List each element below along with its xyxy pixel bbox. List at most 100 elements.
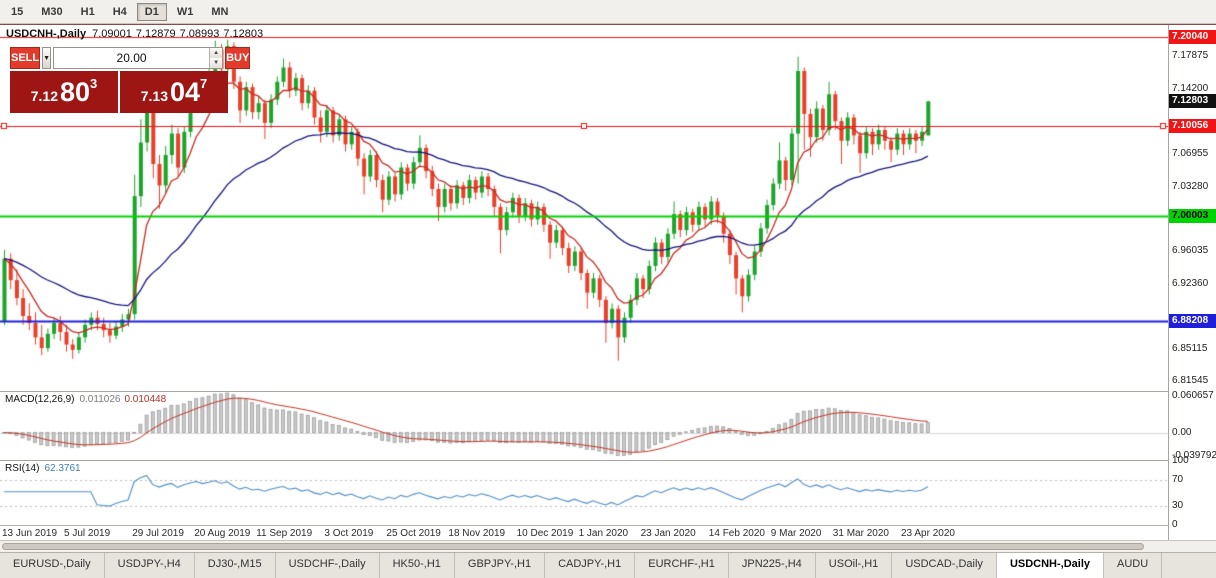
chart-tab-EURCHF-H1[interactable]: EURCHF-,H1 xyxy=(635,553,729,578)
time-axis-label: 11 Sep 2019 xyxy=(256,528,313,539)
current-price-tag: 7.12803 xyxy=(1169,94,1216,109)
chart-tab-GBPJPY-H1[interactable]: GBPJPY-,H1 xyxy=(455,553,546,578)
macd-main-value: 0.011026 xyxy=(79,394,121,405)
spin-down-icon[interactable]: ▼ xyxy=(210,58,223,68)
period-toolbar: 15 M30 H1 H4 D1 W1 MN xyxy=(0,0,1216,24)
macd-signal-value: 0.010448 xyxy=(124,394,167,405)
time-axis-label: 5 Jul 2019 xyxy=(64,528,111,539)
price-axis-label: 7.17875 xyxy=(1172,50,1209,62)
close-value: 7.12803 xyxy=(223,28,264,40)
scrollbar-thumb[interactable] xyxy=(2,543,1144,550)
price-axis-label: 7.06955 xyxy=(1172,147,1209,159)
time-axis-label: 25 Oct 2019 xyxy=(386,528,441,539)
volume-input[interactable] xyxy=(54,48,210,68)
pane-separator[interactable] xyxy=(0,460,1216,461)
rsi-title: RSI(14) 62.3761 xyxy=(5,463,81,474)
price-axis-label: 6.81545 xyxy=(1172,374,1209,386)
chart-tab-JPN225-H4[interactable]: JPN225-,H4 xyxy=(729,553,816,578)
symbol-period-label: USDCNH-,Daily xyxy=(6,28,87,40)
buy-price-box[interactable]: 7.13 04 7 xyxy=(120,71,228,113)
trade-panel-prices: 7.12 80 3 7.13 04 7 xyxy=(10,71,228,113)
caret-down-icon: ▼ xyxy=(43,54,51,62)
rsi-label: RSI(14) xyxy=(5,463,40,474)
macd-axis-label: 0.060657 xyxy=(1172,390,1214,402)
rsi-axis-label: 100 xyxy=(1172,455,1189,466)
timeframe-button-H4[interactable]: H4 xyxy=(105,3,135,21)
time-axis-label: 29 Jul 2019 xyxy=(132,528,184,539)
horizontal-scrollbar[interactable] xyxy=(0,540,1216,552)
rsi-indicator-pane[interactable] xyxy=(0,461,1168,525)
time-axis-label: 10 Dec 2019 xyxy=(516,528,574,539)
time-axis-label: 23 Apr 2020 xyxy=(901,528,955,539)
chart-tab-USDCAD-Daily[interactable]: USDCAD-,Daily xyxy=(892,553,997,578)
price-axis-label: 7.03280 xyxy=(1172,180,1209,192)
time-axis-label: 1 Jan 2020 xyxy=(578,528,629,539)
spin-up-icon[interactable]: ▲ xyxy=(210,48,223,58)
rsi-axis-label: 30 xyxy=(1172,499,1184,511)
price-axis-label: 6.85115 xyxy=(1172,342,1208,354)
price-axis-label: 7.14200 xyxy=(1172,82,1209,94)
rsi-value: 62.3761 xyxy=(44,463,81,474)
rsi-axis-label: 0 xyxy=(1172,519,1178,530)
timeframe-button-H1[interactable]: H1 xyxy=(73,3,103,21)
time-axis[interactable]: 13 Jun 2019 5 Jul 2019 29 Jul 2019 20 Aug 2… xyxy=(0,525,1168,541)
timeframe-button-D1[interactable]: D1 xyxy=(136,2,167,21)
sell-price-pips: 80 xyxy=(59,76,91,107)
time-axis-label: 9 Mar 2020 xyxy=(770,528,822,539)
chart-tab-USDCHF-Daily[interactable]: USDCHF-,Daily xyxy=(276,553,380,578)
rsi-axis-label: 70 xyxy=(1172,474,1184,486)
timeframe-button-M30[interactable]: M30 xyxy=(33,3,70,21)
price-axis-label: 6.96035 xyxy=(1172,245,1209,257)
time-axis-label: 3 Oct 2019 xyxy=(324,528,374,539)
chart-tab-bar: EURUSD-,Daily USDJPY-,H4 DJ30-,M15 USDCHF-,… xyxy=(0,552,1216,578)
sell-price-base: 7.12 xyxy=(30,88,58,104)
macd-indicator-pane[interactable] xyxy=(0,392,1168,460)
time-axis-label: 14 Feb 2020 xyxy=(708,528,765,539)
sell-button[interactable]: SELL xyxy=(10,47,41,69)
price-line-tag: 7.00003 xyxy=(1169,208,1216,223)
buy-price-base: 7.13 xyxy=(140,88,168,104)
volume-spinner: ▲ ▼ xyxy=(209,48,223,68)
chart-tab-USDJPY-H4[interactable]: USDJPY-,H4 xyxy=(105,553,195,578)
time-axis-label: 18 Nov 2019 xyxy=(448,528,506,539)
time-axis-label: 20 Aug 2019 xyxy=(194,528,251,539)
pane-separator[interactable] xyxy=(0,391,1216,392)
time-axis-label: 31 Mar 2020 xyxy=(832,528,889,539)
buy-price-pips: 04 xyxy=(169,76,201,107)
macd-axis-label: 0.00 xyxy=(1172,426,1192,438)
chart-window[interactable]: USDCNH-,Daily 7.09001 7.12879 7.08993 7.1280… xyxy=(0,24,1216,541)
chart-tab-CADJPY-H1[interactable]: CADJPY-,H1 xyxy=(545,553,636,578)
volume-field-wrap: ▲ ▼ xyxy=(53,47,224,69)
price-axis-label: 6.92360 xyxy=(1172,278,1209,290)
macd-title: MACD(12,26,9) 0.011026 0.010448 xyxy=(5,394,166,405)
price-line-tag: 7.20040 xyxy=(1169,29,1216,44)
sell-price-box[interactable]: 7.12 80 3 xyxy=(10,71,118,113)
ohlc-info-line: USDCNH-,Daily 7.09001 7.12879 7.08993 7.1280… xyxy=(6,28,267,40)
chart-tab-DJ30-M15[interactable]: DJ30-,M15 xyxy=(195,553,276,578)
macd-axis-label: -0.039792 xyxy=(1172,450,1216,462)
time-axis-label: 23 Jan 2020 xyxy=(640,528,696,539)
chart-tab-USOil-H1[interactable]: USOil-,H1 xyxy=(816,553,893,578)
chart-tab-EURUSD-Daily[interactable]: EURUSD-,Daily xyxy=(0,553,105,578)
macd-label: MACD(12,26,9) xyxy=(5,394,75,405)
open-value: 7.09001 xyxy=(92,28,132,40)
sell-price-point: 3 xyxy=(90,76,98,91)
price-line-tag: 6.88208 xyxy=(1169,314,1216,329)
low-value: 7.08993 xyxy=(179,28,220,40)
price-line-tag: 7.10056 xyxy=(1169,118,1216,133)
timeframe-button-15[interactable]: 15 xyxy=(3,3,31,21)
timeframe-button-MN[interactable]: MN xyxy=(203,3,236,21)
trade-panel-controls: SELL ▼ ▲ ▼ BUY xyxy=(10,47,251,69)
time-axis-label: 13 Jun 2019 xyxy=(2,528,58,539)
price-axis[interactable]: 7.17875 7.14200 7.06955 7.03280 6.96035 6.923… xyxy=(1168,25,1216,541)
buy-button[interactable]: BUY xyxy=(225,47,251,69)
timeframe-button-W1[interactable]: W1 xyxy=(169,3,202,21)
chart-tab-HK50-H1[interactable]: HK50-,H1 xyxy=(380,553,455,578)
chart-tab-USDCNH-Daily[interactable]: USDCNH-,Daily xyxy=(996,553,1105,578)
chart-tab-AUDU[interactable]: AUDU xyxy=(1104,553,1163,578)
buy-price-point: 7 xyxy=(200,76,208,91)
high-value: 7.12879 xyxy=(135,28,176,40)
volume-dropdown-button[interactable]: ▼ xyxy=(42,47,52,69)
